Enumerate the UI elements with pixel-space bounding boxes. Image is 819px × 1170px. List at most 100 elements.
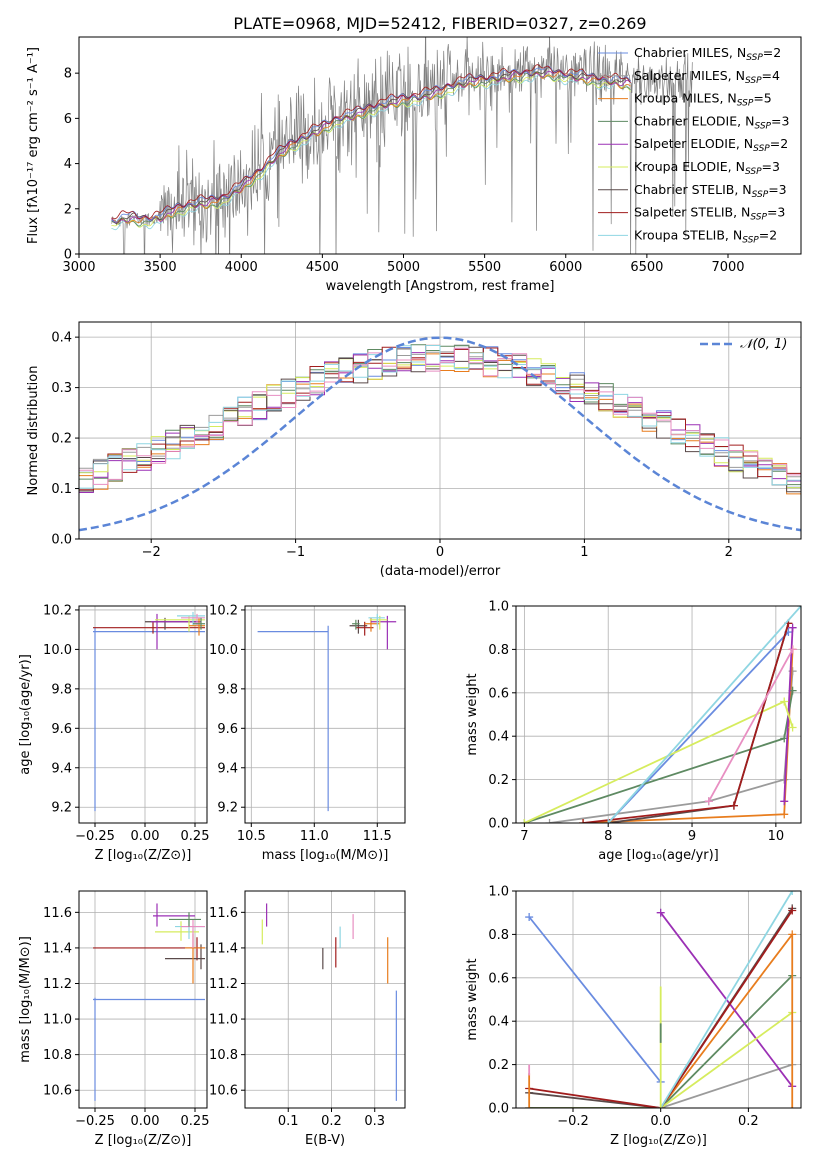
y-tick-label: 11.0 [43, 1013, 72, 1028]
x-tick-label: 0.0 [650, 1114, 671, 1129]
plot-area [525, 891, 797, 1108]
legend-label-text: Kroupa ELODIE, N [634, 159, 745, 174]
x-tick-label: −1 [286, 545, 305, 560]
y-axis-label: mass weight [465, 958, 480, 1040]
y-axis-label: Flux [fλ10⁻¹⁷ erg cm⁻² s⁻¹ A⁻¹] [26, 47, 41, 244]
x-tick-label: −2 [142, 545, 161, 560]
mass-weight-line [528, 916, 662, 1083]
legend-label-text: Kroupa MILES, N [634, 91, 737, 106]
x-tick-label: 0.00 [131, 1114, 160, 1129]
y-tick-label: 9.2 [217, 801, 238, 816]
axes-frame [78, 890, 208, 1109]
observed-spectrum-line [111, 37, 693, 254]
legend-label-subscript: SSP [746, 53, 763, 63]
x-axis-label: Z [log₁₀(Z/Z⊙)] [95, 1133, 192, 1148]
x-tick-label: 0.3 [364, 1114, 385, 1129]
legend-label: Chabrier MILES, NSSP=2 [634, 45, 781, 63]
plot-area [261, 903, 397, 1101]
y-axis-label: age [log₁₀(age/yr)] [18, 654, 33, 775]
plot-area [520, 606, 801, 823]
x-tick-label: 0.1 [278, 1114, 299, 1129]
y-tick-label: 0.6 [488, 686, 509, 701]
mass-weight-line [524, 700, 794, 823]
x-tick-label: 7000 [711, 260, 744, 275]
mass-weight-line [659, 891, 793, 1108]
x-axis-label: Z [log₁₀(Z/Z⊙)] [95, 848, 192, 863]
y-tick-label: 9.8 [51, 682, 72, 697]
legend-label-text: Salpeter ELODIE, N [634, 136, 753, 151]
mass-weight-line [524, 690, 794, 823]
legend-label-subscript: SSP [753, 144, 770, 154]
spectrum-chart: 3000 3500 4000 4500 5000 5500 6000 6500 7000 0 2 4 6… [26, 36, 802, 294]
axes-frame [244, 890, 406, 1109]
x-tick-label: 4000 [225, 260, 258, 275]
y-tick-label: 11.4 [209, 941, 238, 956]
y-tick-label: 11.6 [43, 906, 72, 921]
legend-label-value: =4 [762, 68, 780, 83]
axes-frame [78, 36, 802, 255]
legend-label: 𝒩(0, 1) [740, 337, 787, 352]
axes-frame [515, 890, 802, 1109]
x-tick-label: −0.25 [75, 829, 115, 844]
mass-weight-line [529, 933, 793, 1108]
x-tick-label: 0.2 [321, 1114, 342, 1129]
y-tick-label: 4 [64, 157, 72, 172]
x-tick-label: 0.25 [181, 829, 210, 844]
y-tick-label: 11.0 [209, 1013, 238, 1028]
model-fit-line [111, 67, 631, 225]
x-tick-label: 9 [688, 829, 696, 844]
x-axis-label: age [log₁₀(age/yr)] [598, 848, 719, 863]
mass-weight-marker [704, 797, 713, 806]
y-tick-label: 0.6 [488, 971, 509, 986]
legend-label-text: Salpeter STELIB, N [634, 205, 750, 220]
x-tick-label: 0 [436, 545, 444, 560]
mass-weight-line [708, 648, 794, 802]
x-tick-label: 3000 [62, 260, 95, 275]
mass-weight-marker [780, 697, 789, 706]
model-fit-line [111, 64, 631, 220]
legend-label-text: Chabrier STELIB, N [634, 182, 752, 197]
legend-label-value: =2 [759, 227, 777, 242]
legend-label-subscript: SSP [745, 76, 762, 86]
legend-label-text: Chabrier ELODIE, N [634, 113, 754, 128]
x-tick-label: 11.0 [300, 829, 329, 844]
y-tick-label: 11.2 [209, 977, 238, 992]
x-tick-label: 5000 [387, 260, 420, 275]
mass-weight-marker [788, 623, 797, 632]
mass-weight-marker [729, 801, 738, 810]
y-tick-label: 9.4 [217, 761, 238, 776]
legend-label: Chabrier STELIB, NSSP=3 [634, 182, 787, 200]
mass-weight-marker [545, 819, 554, 823]
y-tick-label: 10.6 [43, 1084, 72, 1099]
mass-weight-line [529, 974, 793, 1108]
histogram-step-line [79, 345, 801, 489]
x-tick-label: 3500 [144, 260, 177, 275]
model-fit-line [111, 65, 631, 223]
y-tick-label: 9.6 [217, 722, 238, 737]
x-tick-label: 0.2 [738, 1114, 759, 1129]
legend-label-text: Chabrier MILES, N [634, 45, 746, 60]
legend-label-subscript: SSP [752, 190, 769, 200]
mass-weight-vs-metallicity-chart: −0.2 0.0 0.2 0.0 0.2 0.4 0.6 0.8 1.0 Z [log₁₀(Z/Z… [465, 885, 802, 1148]
y-tick-label: 11.6 [209, 906, 238, 921]
x-tick-label: 10.5 [237, 829, 266, 844]
plot-area [93, 903, 205, 1101]
mass-weight-marker [780, 797, 789, 806]
y-tick-label: 0.8 [488, 643, 509, 658]
x-tick-label: 6000 [549, 260, 582, 275]
y-tick-label: 10.8 [209, 1048, 238, 1063]
legend-label: Kroupa ELODIE, NSSP=3 [634, 159, 780, 177]
y-tick-label: 10.8 [43, 1048, 72, 1063]
plot-area [79, 336, 801, 532]
legend-label-subscript: SSP [745, 167, 762, 177]
y-tick-label: 0.4 [488, 730, 509, 745]
plot-area [93, 611, 205, 812]
y-tick-label: 0 [64, 248, 72, 263]
mass-weight-marker [780, 810, 789, 819]
y-tick-label: 10.0 [43, 643, 72, 658]
mass-weight-marker [788, 891, 797, 895]
legend-label: Kroupa STELIB, NSSP=2 [634, 227, 777, 245]
y-tick-label: 8 [64, 67, 72, 82]
axes-frame [244, 605, 406, 824]
